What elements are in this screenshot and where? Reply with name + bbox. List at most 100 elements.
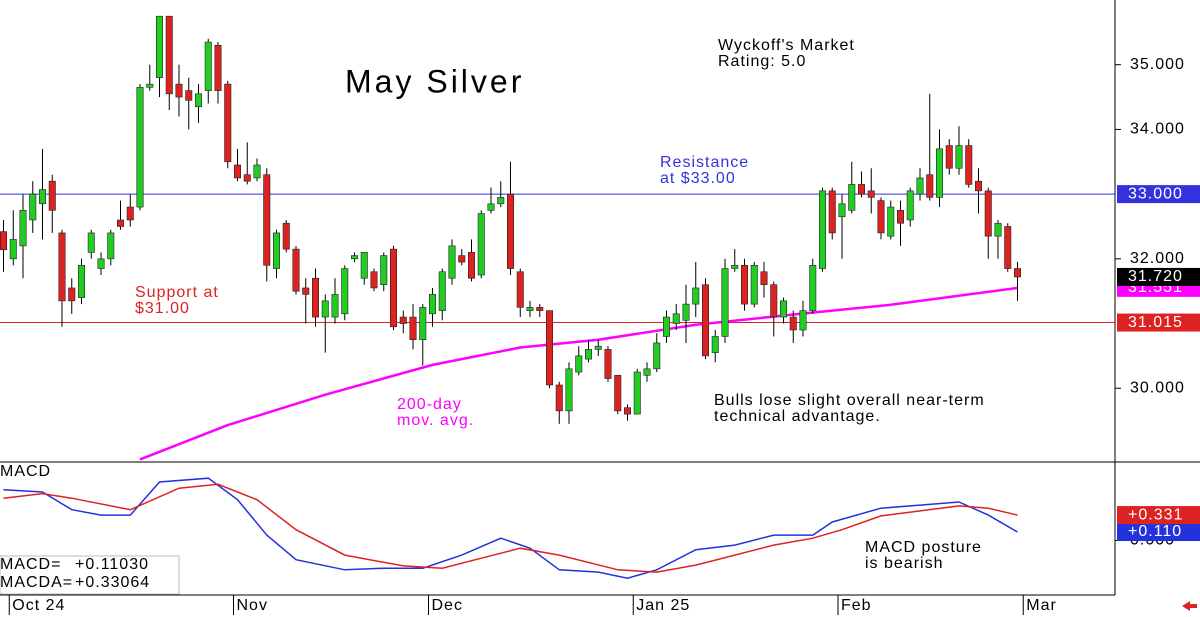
candle-body bbox=[828, 190, 836, 234]
x-tick-label: Nov bbox=[237, 597, 268, 614]
candle-body bbox=[331, 294, 339, 318]
reference-label-box bbox=[1117, 313, 1200, 332]
candle-body bbox=[994, 222, 1002, 237]
candle-body bbox=[750, 264, 758, 305]
candle-body bbox=[126, 206, 134, 221]
chart-title: May Silver bbox=[345, 63, 524, 99]
scroll-arrow[interactable] bbox=[1182, 601, 1197, 611]
candle-body bbox=[809, 264, 817, 311]
candle-body bbox=[848, 184, 856, 211]
candle-body bbox=[468, 252, 476, 279]
candle-body bbox=[867, 190, 875, 198]
candle-body bbox=[429, 294, 437, 315]
candle-body bbox=[926, 174, 934, 198]
x-tick-label: Oct 24 bbox=[12, 597, 65, 614]
candle-body bbox=[302, 287, 310, 295]
candle-body bbox=[838, 203, 846, 218]
candle-body bbox=[916, 177, 924, 195]
candle-body bbox=[507, 193, 515, 269]
x-tick-label: Jan 25 bbox=[636, 597, 690, 614]
annotation: Support at bbox=[135, 284, 219, 301]
candle-body bbox=[672, 313, 680, 324]
candle-body bbox=[585, 349, 593, 360]
moving-average-line bbox=[139, 286, 1018, 461]
readout-box bbox=[0, 555, 180, 595]
candle-body bbox=[546, 310, 554, 386]
annotation: Resistance bbox=[660, 154, 749, 171]
candle-body bbox=[1004, 226, 1012, 269]
candle-body bbox=[819, 190, 827, 269]
candle-body bbox=[565, 368, 573, 412]
candle-body bbox=[399, 316, 407, 324]
candle-body bbox=[516, 271, 524, 308]
macd-line bbox=[3, 483, 1018, 573]
candle-body bbox=[370, 271, 378, 289]
candle-body bbox=[263, 174, 271, 266]
macd-line bbox=[3, 477, 1018, 579]
candle-body bbox=[390, 248, 398, 328]
candle-body bbox=[175, 83, 183, 98]
candle-body bbox=[575, 355, 583, 373]
candle-body bbox=[312, 277, 320, 318]
reference-label-box bbox=[1117, 185, 1200, 204]
y-tick-label: 35.000 bbox=[1130, 56, 1185, 73]
candle-body bbox=[780, 300, 788, 318]
candle-body bbox=[321, 300, 329, 318]
candle-body bbox=[526, 307, 534, 311]
macd-annotation: MACD posture bbox=[865, 539, 982, 556]
candle-body bbox=[419, 307, 427, 341]
candle-body bbox=[165, 15, 173, 95]
candle-body bbox=[292, 248, 300, 292]
candle-body bbox=[692, 287, 700, 305]
candle-body bbox=[711, 336, 719, 353]
candle-body bbox=[234, 164, 242, 179]
candle-body bbox=[633, 371, 641, 415]
candle-body bbox=[253, 164, 261, 179]
candle-body bbox=[906, 190, 914, 221]
annotation: 200-day bbox=[397, 396, 462, 413]
candle-body bbox=[107, 232, 115, 260]
macd-last-label: +0.331 bbox=[1128, 506, 1183, 523]
candle-body bbox=[955, 145, 963, 169]
candle-body bbox=[58, 232, 66, 302]
candle-body bbox=[799, 310, 807, 331]
legend-label: MACDA= bbox=[0, 574, 73, 591]
candle-body bbox=[614, 374, 622, 412]
candle-body bbox=[380, 255, 388, 286]
annotation: Wyckoff's Market bbox=[718, 37, 855, 54]
candle-body bbox=[204, 41, 212, 91]
candle-body bbox=[282, 222, 290, 250]
candle-body bbox=[438, 271, 446, 311]
candle-body bbox=[341, 268, 349, 315]
candle-body bbox=[9, 239, 17, 260]
annotation: technical advantage. bbox=[714, 408, 881, 425]
legend-readout: +0.11030 bbox=[75, 556, 149, 573]
candle-body bbox=[487, 203, 495, 211]
candle-body bbox=[877, 200, 885, 234]
last-price-label-box bbox=[1117, 267, 1200, 286]
candle-body bbox=[477, 213, 485, 276]
candle-body bbox=[604, 349, 612, 379]
candle-body bbox=[185, 90, 193, 101]
candle-body bbox=[536, 307, 544, 311]
candle-body bbox=[360, 252, 368, 279]
candle-body bbox=[409, 316, 417, 341]
candle-body bbox=[1014, 268, 1022, 278]
candle-body bbox=[702, 284, 710, 357]
candle-body bbox=[663, 316, 671, 337]
macd-last-label-box bbox=[1117, 523, 1200, 542]
candle-body bbox=[29, 193, 37, 221]
candle-body bbox=[87, 232, 95, 253]
candle-body bbox=[48, 180, 56, 211]
last-price-label: 31.720 bbox=[1128, 268, 1183, 285]
candle-body bbox=[458, 255, 466, 263]
candle-body bbox=[273, 232, 281, 269]
candle-body bbox=[97, 258, 105, 269]
candle-body bbox=[195, 93, 203, 108]
y-tick-label: 30.000 bbox=[1130, 379, 1185, 396]
candle-body bbox=[78, 264, 86, 298]
annotation: $31.00 bbox=[135, 300, 190, 317]
candle-body bbox=[351, 255, 359, 260]
candle-body bbox=[39, 189, 47, 205]
legend-label: MACD= bbox=[0, 556, 61, 573]
